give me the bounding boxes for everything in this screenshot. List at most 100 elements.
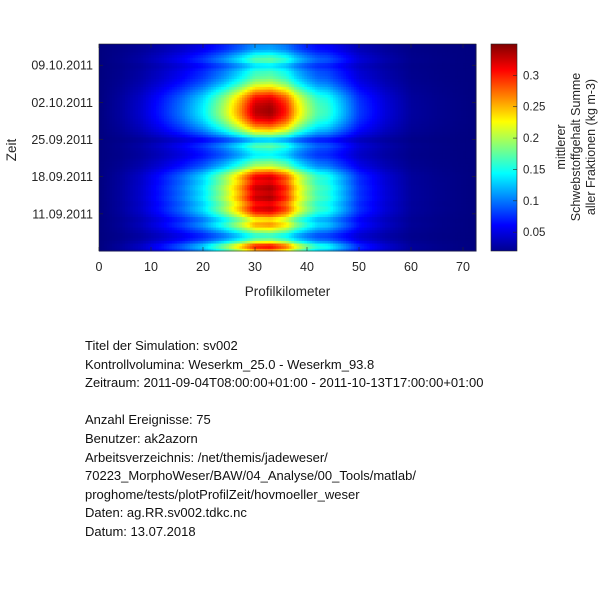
- heatmap-cell: [398, 221, 402, 225]
- heatmap-cell: [197, 221, 201, 225]
- heatmap-cell: [333, 243, 337, 247]
- heatmap-cell: [444, 208, 448, 212]
- heatmap-cell: [242, 235, 246, 239]
- heatmap-cell: [387, 221, 391, 225]
- heatmap-cell: [398, 232, 402, 236]
- heatmap-cell: [359, 224, 363, 228]
- heatmap-cell: [184, 192, 188, 196]
- heatmap-cell: [463, 211, 467, 215]
- heatmap-cell: [387, 235, 391, 239]
- heatmap-cell: [218, 192, 222, 196]
- heatmap-cell: [301, 237, 305, 241]
- heatmap-cell: [273, 245, 277, 249]
- heatmap-cell: [104, 211, 108, 215]
- heatmap-cell: [109, 205, 113, 210]
- heatmap-cell: [403, 229, 407, 233]
- heatmap-cell: [145, 237, 149, 241]
- heatmap-cell: [374, 240, 378, 244]
- heatmap-cell: [338, 197, 342, 202]
- heatmap-cell: [138, 211, 142, 215]
- heatmap-cell: [226, 197, 230, 202]
- heatmap-cell: [244, 237, 248, 241]
- heatmap-cell: [403, 243, 407, 247]
- heatmap-cell: [455, 245, 459, 249]
- heatmap-cell: [125, 203, 129, 207]
- heatmap-cell: [275, 187, 279, 191]
- heatmap-cell: [447, 245, 451, 249]
- heatmap-cell: [382, 203, 386, 207]
- heatmap-cell: [273, 189, 277, 194]
- heatmap-cell: [444, 237, 448, 241]
- heatmap-cell: [247, 224, 251, 228]
- heatmap-cell: [424, 197, 428, 202]
- heatmap-cell: [143, 189, 147, 194]
- heatmap-cell: [413, 197, 417, 202]
- heatmap-cell: [255, 195, 259, 199]
- heatmap-cell: [307, 235, 311, 239]
- heatmap-cell: [218, 221, 222, 225]
- heatmap-cell: [351, 237, 355, 241]
- heatmap-cell: [452, 229, 456, 233]
- heatmap-cell: [460, 200, 464, 204]
- heatmap-cell: [281, 240, 285, 244]
- heatmap-cell: [106, 200, 110, 204]
- heatmap-cell: [400, 192, 404, 196]
- heatmap-cell: [463, 243, 467, 247]
- heatmap-cell: [208, 216, 212, 220]
- heatmap-cell: [166, 203, 170, 207]
- heatmap-cell: [283, 219, 287, 223]
- heatmap-cell: [361, 203, 365, 207]
- heatmap-cell: [260, 240, 264, 244]
- heatmap-cell: [221, 203, 225, 207]
- heatmap-cell: [299, 213, 303, 217]
- heatmap-cell: [265, 208, 269, 212]
- heatmap-cell: [304, 208, 308, 212]
- heatmap-cell: [218, 237, 222, 241]
- heatmap-cell: [197, 224, 201, 228]
- heatmap-cell: [333, 195, 337, 199]
- heatmap-cell: [356, 232, 360, 236]
- heatmap-cell: [366, 216, 370, 220]
- heatmap-cell: [346, 213, 350, 217]
- heatmap-cell: [338, 192, 342, 196]
- heatmap-cell: [242, 248, 246, 252]
- heatmap-cell: [299, 248, 303, 252]
- heatmap-cell: [192, 248, 196, 252]
- heatmap-cell: [343, 221, 347, 225]
- heatmap-cell: [307, 229, 311, 233]
- heatmap-cell: [135, 219, 139, 223]
- heatmap-cell: [408, 189, 412, 194]
- heatmap-cell: [171, 205, 175, 210]
- heatmap-cell: [169, 221, 173, 225]
- heatmap-cell: [450, 197, 454, 202]
- heatmap-cell: [179, 208, 183, 212]
- heatmap-cell: [424, 245, 428, 249]
- heatmap-cell: [270, 203, 274, 207]
- heatmap-cell: [184, 240, 188, 244]
- heatmap-cell: [286, 237, 290, 241]
- heatmap-cell: [304, 189, 308, 194]
- heatmap-cell: [364, 227, 368, 231]
- heatmap-cell: [444, 224, 448, 228]
- heatmap-cell: [153, 237, 157, 241]
- heatmap-cell: [385, 208, 389, 212]
- heatmap-cell: [184, 197, 188, 202]
- heatmap-cell: [296, 189, 300, 194]
- heatmap-cell: [109, 229, 113, 233]
- heatmap-cell: [437, 235, 441, 239]
- heatmap-cell: [348, 211, 352, 215]
- heatmap-cell: [291, 184, 295, 188]
- heatmap-cell: [166, 224, 170, 228]
- heatmap-cell: [338, 189, 342, 194]
- heatmap-cell: [320, 229, 324, 233]
- heatmap-cell: [327, 187, 331, 191]
- heatmap-cell: [265, 200, 269, 204]
- heatmap-cell: [216, 213, 220, 217]
- heatmap-cell: [242, 224, 246, 228]
- heatmap-cell: [392, 229, 396, 233]
- heatmap-cell: [203, 187, 207, 191]
- heatmap-cell: [138, 237, 142, 241]
- heatmap-cell: [392, 195, 396, 199]
- heatmap-cell: [281, 184, 285, 188]
- heatmap-cell: [252, 243, 256, 247]
